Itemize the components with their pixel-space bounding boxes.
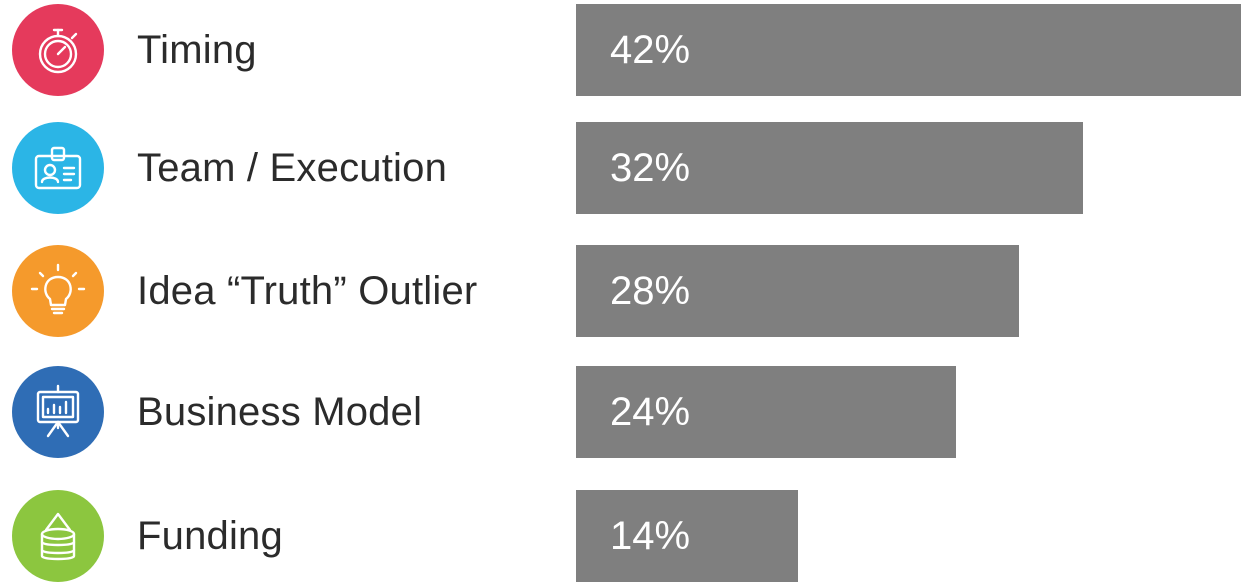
chart-row-funding: Funding 14% bbox=[0, 490, 1241, 582]
bar: 14% bbox=[576, 490, 798, 582]
category-icon-badge bbox=[12, 4, 104, 96]
bar: 24% bbox=[576, 366, 956, 458]
lightbulb-icon bbox=[30, 263, 86, 315]
category-label: Funding bbox=[137, 514, 283, 558]
bar-value-label: 42% bbox=[610, 28, 691, 72]
category-icon-badge bbox=[12, 366, 104, 458]
category-label: Timing bbox=[137, 28, 257, 72]
chart-row-idea-truth-outlier: Idea “Truth” Outlier 28% bbox=[0, 245, 1241, 337]
bar-value-label: 28% bbox=[610, 269, 691, 313]
presentation-chart-icon bbox=[36, 384, 80, 438]
chart-row-timing: Timing 42% bbox=[0, 4, 1241, 96]
bar-value-label: 32% bbox=[610, 146, 691, 190]
id-badge-icon bbox=[34, 146, 82, 190]
chart-row-team-execution: Team / Execution 32% bbox=[0, 122, 1241, 214]
bar-value-label: 14% bbox=[610, 514, 691, 558]
category-icon-badge bbox=[12, 490, 104, 582]
bar: 32% bbox=[576, 122, 1083, 214]
stopwatch-icon bbox=[38, 28, 78, 74]
bar: 42% bbox=[576, 4, 1241, 96]
category-label: Business Model bbox=[137, 390, 423, 434]
bar: 28% bbox=[576, 245, 1019, 337]
category-label: Idea “Truth” Outlier bbox=[137, 269, 478, 313]
category-label: Team / Execution bbox=[137, 146, 448, 190]
category-icon-badge bbox=[12, 122, 104, 214]
bar-value-label: 24% bbox=[610, 390, 691, 434]
category-icon-badge bbox=[12, 245, 104, 337]
chart-row-business-model: Business Model 24% bbox=[0, 366, 1241, 458]
money-stack-icon bbox=[40, 512, 76, 561]
